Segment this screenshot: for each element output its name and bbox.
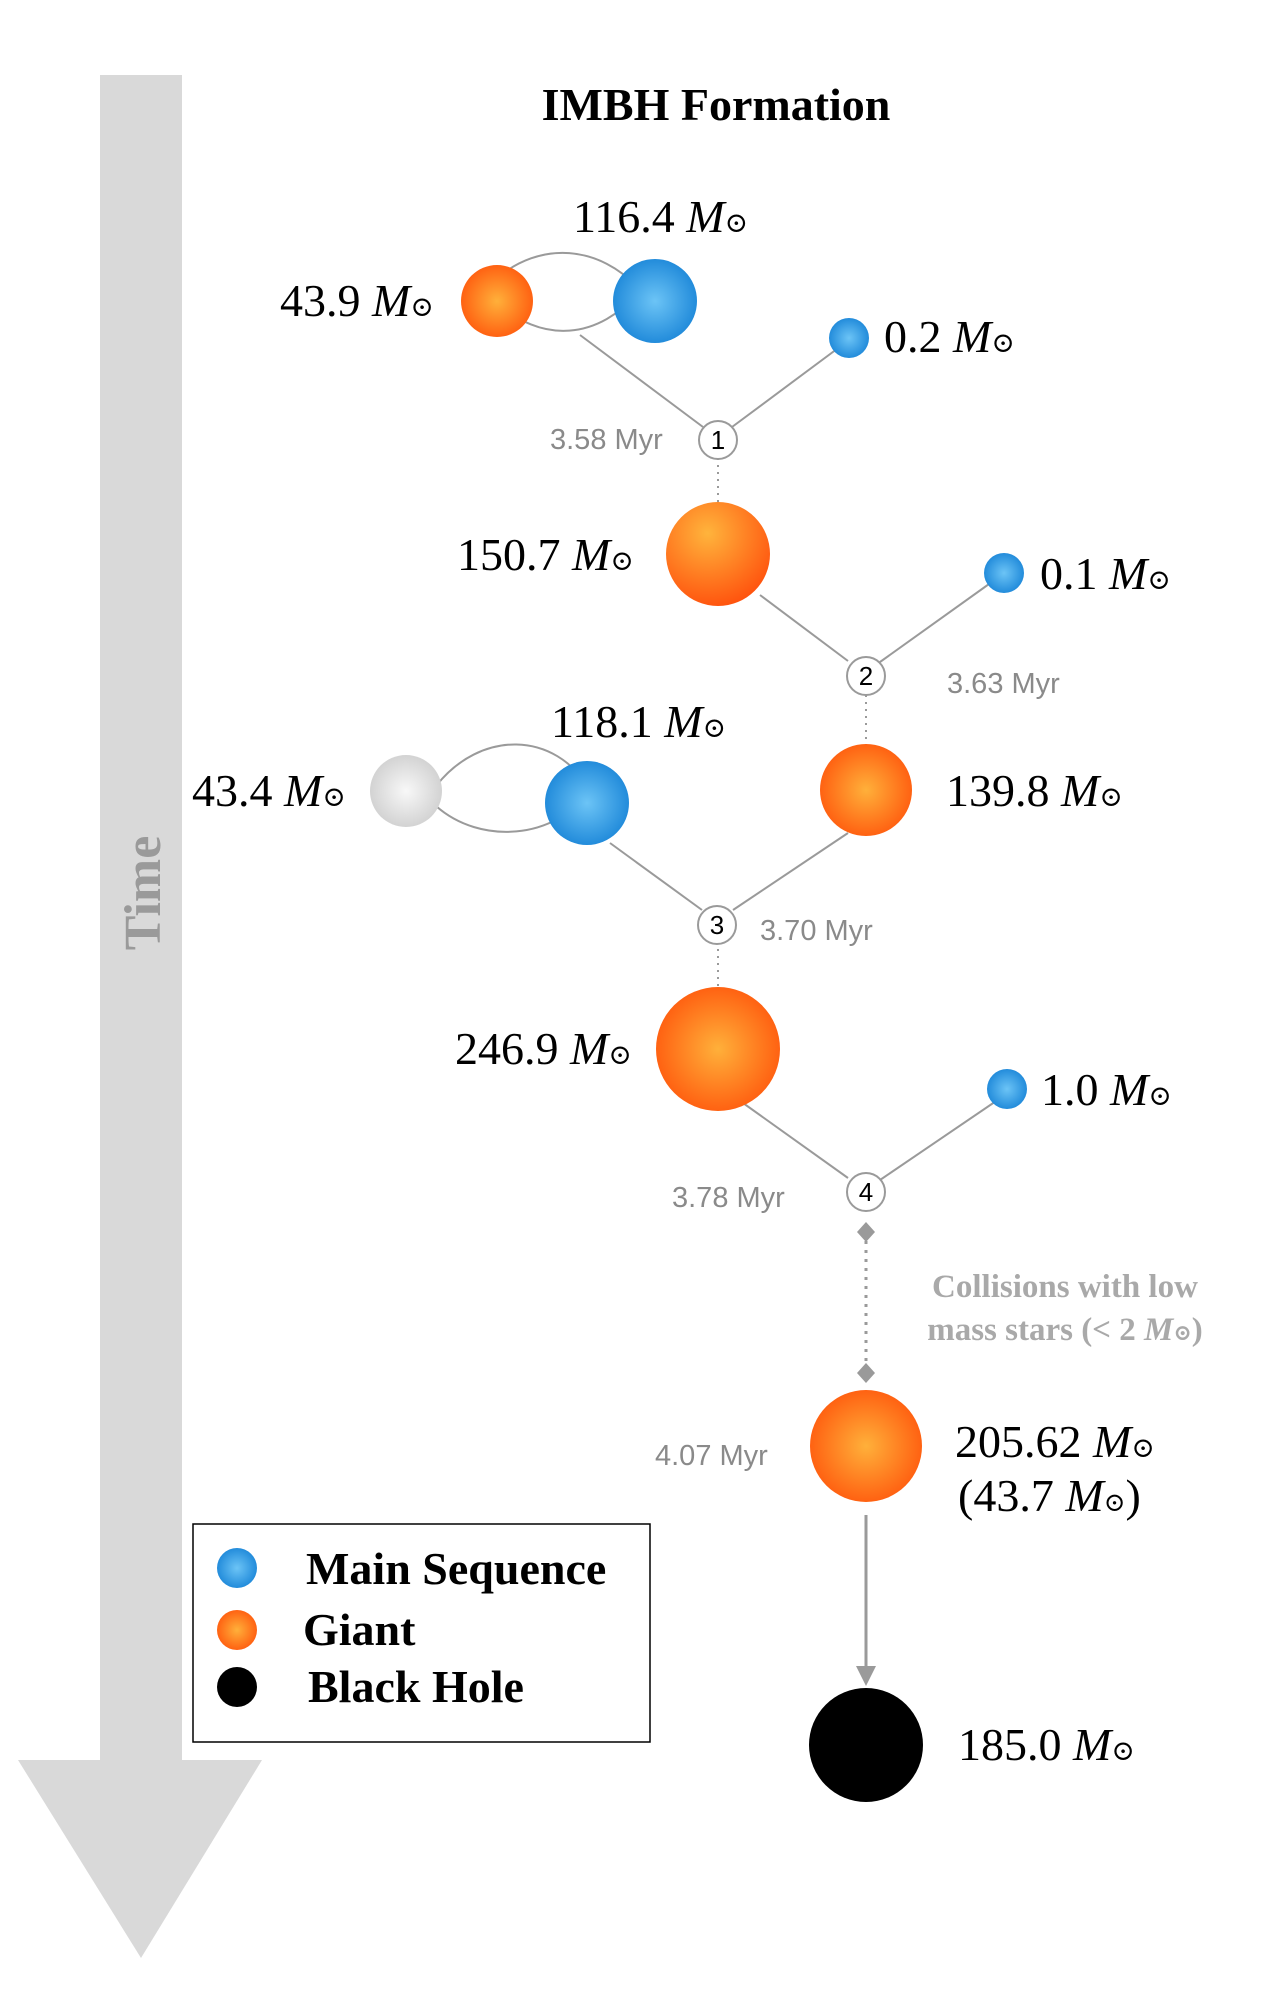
edge-s4b-event4 [879, 1094, 1006, 1181]
collision-segment [857, 1222, 875, 1383]
collision-note-line1: Collisions with low [932, 1269, 1198, 1305]
star-main-sequence-s1b [613, 259, 697, 343]
edge-s1c-event1 [731, 339, 850, 428]
event-marker-2: 2 [846, 656, 886, 696]
event-marker-1: 1 [698, 420, 738, 460]
black-hole [809, 1688, 923, 1802]
event-time-4: 3.78 Myr [672, 1182, 785, 1214]
edge-s1-event1 [579, 334, 704, 428]
legend-black-hole-label: Black Hole [308, 1661, 524, 1712]
mass-label-s4a: 246.9 M⊙ [455, 1023, 632, 1074]
event-time-3: 3.70 Myr [760, 915, 873, 947]
legend: Main Sequence Giant Black Hole [192, 1523, 651, 1743]
svg-text:4: 4 [859, 1177, 873, 1207]
edge-s4a-event4 [742, 1102, 849, 1179]
svg-text:2: 2 [859, 661, 873, 691]
mass-label-s2a: 150.7 M⊙ [457, 529, 634, 580]
edge-s2b-event2 [879, 573, 1004, 663]
mass-label-s2b: 0.1 M⊙ [1040, 548, 1171, 599]
svg-text:1: 1 [711, 425, 725, 455]
mass-label-s5-secondary: (43.7 M⊙) [958, 1470, 1141, 1521]
mass-label-s3b: 118.1 M⊙ [551, 696, 726, 747]
edge-s3b-event3 [609, 842, 703, 911]
star-main-sequence-s2b [984, 553, 1024, 593]
time-arrow [18, 75, 262, 1958]
mass-label-s4b: 1.0 M⊙ [1041, 1064, 1172, 1115]
star-giant-s5 [810, 1390, 922, 1502]
event-time-1: 3.58 Myr [550, 424, 663, 456]
event-marker-3: 3 [697, 905, 737, 945]
legend-main-sequence-label: Main Sequence [306, 1543, 606, 1594]
star-giant-s4a [656, 987, 780, 1111]
mass-label-s5: 205.62 M⊙ [955, 1416, 1155, 1467]
star-giant-s1a [461, 265, 533, 337]
final-time: 4.07 Myr [655, 1440, 768, 1472]
legend-giant-label: Giant [303, 1604, 416, 1655]
mass-label-s3a: 43.4 M⊙ [192, 765, 346, 816]
collision-note-line2: mass stars (< 2 M⊙) [927, 1312, 1203, 1348]
collapse-arrow [856, 1515, 876, 1686]
legend-black-hole-icon [217, 1667, 257, 1707]
legend-giant-icon [217, 1610, 257, 1650]
star-giant-s2a [666, 502, 770, 606]
event-time-2: 3.63 Myr [947, 668, 1060, 700]
svg-text:3: 3 [710, 910, 724, 940]
time-axis-label: Time [115, 836, 172, 951]
edge-s2a-event2 [759, 594, 849, 662]
star-main-sequence-s1c [829, 318, 869, 358]
mass-label-s3c: 139.8 M⊙ [946, 765, 1123, 816]
diagram-title: IMBH Formation [542, 79, 891, 130]
diamond-bottom [857, 1363, 875, 1383]
legend-main-sequence-icon [217, 1548, 257, 1588]
mass-label-s1b: 116.4 M⊙ [573, 191, 748, 242]
legend-box [192, 1523, 651, 1743]
mass-label-bh: 185.0 M⊙ [958, 1719, 1135, 1770]
mass-label-s1c: 0.2 M⊙ [884, 311, 1015, 362]
mass-label-s1a: 43.9 M⊙ [280, 275, 434, 326]
star-remnant-s3a [370, 755, 442, 827]
star-main-sequence-s4b [987, 1069, 1027, 1109]
star-main-sequence-s3b [545, 761, 629, 845]
event-marker-4: 4 [846, 1172, 886, 1212]
star-giant-s3c [820, 744, 912, 836]
edge-s3c-event3 [732, 832, 849, 911]
diamond-top [857, 1222, 875, 1242]
